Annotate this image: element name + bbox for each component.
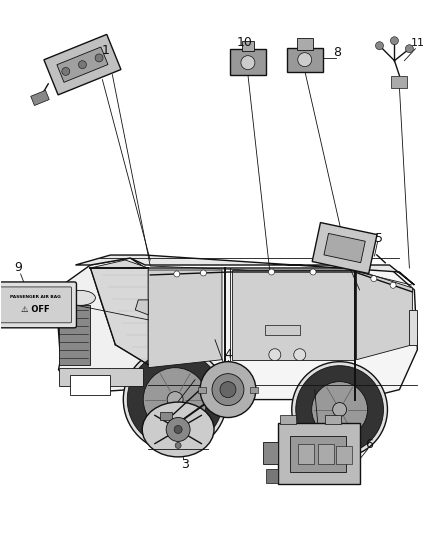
Bar (278, 423, 360, 484)
Circle shape (241, 55, 255, 70)
Bar (71, 375, 110, 394)
Text: 11: 11 (410, 38, 424, 48)
Circle shape (375, 42, 384, 50)
Bar (336, 447, 352, 464)
Text: 5: 5 (375, 232, 384, 245)
Bar (410, 310, 417, 345)
Text: 1: 1 (102, 44, 110, 57)
Circle shape (200, 362, 256, 417)
Polygon shape (44, 35, 121, 95)
Circle shape (167, 392, 183, 408)
Text: ⚠ OFF: ⚠ OFF (21, 305, 50, 314)
Bar (59, 305, 90, 365)
Text: 6: 6 (366, 438, 374, 451)
Bar (160, 411, 172, 419)
Bar (392, 76, 407, 87)
Text: 4: 4 (224, 348, 232, 361)
Bar (287, 47, 323, 71)
Text: 9: 9 (15, 262, 23, 274)
Circle shape (269, 349, 281, 361)
Bar (242, 41, 254, 51)
Text: 8: 8 (334, 46, 342, 59)
Polygon shape (232, 270, 353, 360)
Circle shape (143, 368, 207, 432)
Circle shape (62, 67, 70, 75)
FancyBboxPatch shape (0, 287, 71, 323)
Circle shape (312, 382, 367, 438)
Circle shape (127, 352, 223, 447)
Bar (298, 445, 314, 464)
Circle shape (175, 442, 181, 448)
Polygon shape (90, 260, 148, 365)
Circle shape (95, 54, 103, 62)
Circle shape (174, 271, 180, 277)
Bar (318, 445, 334, 464)
Circle shape (174, 425, 182, 433)
Polygon shape (145, 268, 417, 400)
Text: 10: 10 (237, 36, 253, 49)
Circle shape (390, 37, 399, 45)
Circle shape (78, 61, 86, 69)
Circle shape (390, 282, 396, 288)
Bar (265, 325, 300, 335)
Circle shape (268, 269, 275, 275)
Polygon shape (75, 255, 414, 285)
Circle shape (124, 348, 227, 451)
Circle shape (166, 417, 190, 441)
Text: 3: 3 (181, 458, 189, 471)
Circle shape (296, 366, 384, 454)
Polygon shape (31, 90, 49, 106)
Polygon shape (324, 233, 365, 263)
Text: PASSENGER AIR BAG: PASSENGER AIR BAG (10, 295, 61, 299)
Circle shape (292, 362, 388, 457)
Bar (198, 386, 206, 393)
Polygon shape (57, 47, 108, 82)
FancyBboxPatch shape (0, 282, 77, 328)
Bar (263, 442, 278, 464)
Bar (59, 368, 143, 385)
Bar (325, 415, 341, 424)
Bar (250, 386, 258, 393)
Circle shape (298, 53, 312, 67)
Polygon shape (357, 270, 413, 360)
Circle shape (406, 45, 413, 53)
Ellipse shape (66, 290, 95, 305)
Circle shape (371, 276, 377, 281)
Ellipse shape (142, 402, 214, 457)
Polygon shape (135, 300, 148, 315)
Polygon shape (312, 223, 377, 273)
Circle shape (294, 349, 306, 361)
Circle shape (332, 402, 346, 416)
Circle shape (212, 374, 244, 406)
Polygon shape (148, 270, 222, 368)
Polygon shape (56, 258, 150, 392)
Bar (266, 470, 278, 483)
Circle shape (220, 382, 236, 398)
Bar (280, 415, 296, 424)
Bar (230, 49, 266, 75)
Circle shape (310, 269, 316, 275)
Circle shape (201, 270, 206, 276)
Bar (297, 38, 313, 50)
Bar (290, 437, 346, 472)
